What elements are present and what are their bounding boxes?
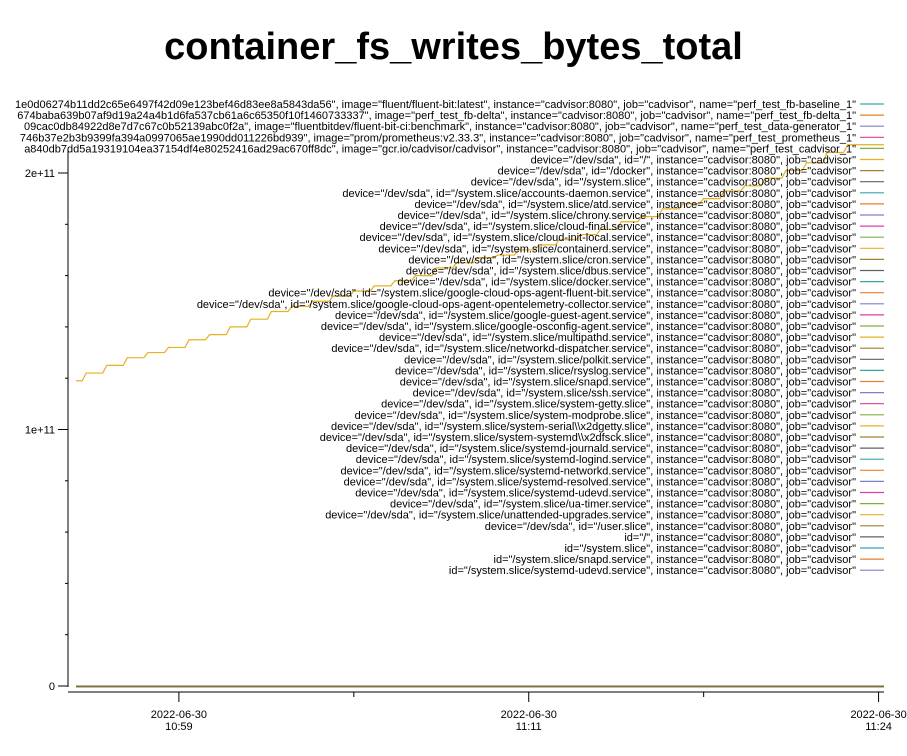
legend-label: device="/dev/sda", id="/system.slice/net…	[331, 343, 856, 355]
y-tick-label: 2e+11	[25, 168, 55, 180]
legend-item: device="/dev/sda", id="/system.slice", i…	[471, 177, 884, 189]
legend-label: device="/dev/sda", id="/system.slice/una…	[325, 510, 856, 522]
legend-label: a840db7dd5a19319104ea37154df4e80252416ad…	[24, 143, 856, 155]
legend-item: device="/dev/sda", id="/system.slice/sna…	[400, 377, 884, 389]
legend-label: device="/dev/sda", id="/system.slice/goo…	[197, 299, 856, 311]
legend-item: device="/dev/sda", id="/system.slice/mul…	[379, 332, 884, 344]
legend-label: device="/dev/sda", id="/system.slice/goo…	[321, 321, 856, 333]
legend-item: device="/dev/sda", id="/", instance="cad…	[531, 155, 884, 167]
legend-item: device="/dev/sda", id="/system.slice/clo…	[359, 232, 884, 244]
legend-label: id="/", instance="cadvisor:8080", job="c…	[624, 532, 856, 544]
legend-item: device="/dev/sda", id="/system.slice/ssh…	[413, 388, 884, 400]
legend-label: device="/dev/sda", id="/system.slice/dbu…	[406, 266, 856, 278]
legend-label: device="/dev/sda", id="/system.slice", i…	[471, 177, 856, 189]
legend-item: device="/dev/sda", id="/system.slice/con…	[378, 243, 884, 255]
legend-item: device="/dev/sda", id="/system.slice/ua-…	[390, 499, 884, 511]
legend-label: id="/system.slice/systemd-udevd.service"…	[449, 565, 856, 577]
legend-label: device="/dev/sda", id="/user.slice", ins…	[485, 521, 856, 533]
y-tick-label: 1e+11	[25, 425, 55, 437]
legend-label: 09cac0db84922d8e7d7c67c0b52139abc0f2a", …	[24, 121, 856, 133]
legend-label: device="/dev/sda", id="/system.slice/clo…	[380, 221, 856, 233]
legend-item: device="/dev/sda", id="/system.slice/chr…	[398, 210, 884, 222]
legend-item: device="/dev/sda", id="/system.slice/sys…	[320, 432, 884, 444]
legend-item: device="/dev/sda", id="/docker", instanc…	[498, 166, 884, 178]
legend-item: 1e0d06274b11dd2c65e6497f42d09e123bef46d8…	[15, 99, 884, 111]
legend-label: device="/dev/sda", id="/system.slice/rsy…	[395, 365, 856, 377]
legend-label: device="/dev/sda", id="/system.slice/chr…	[398, 210, 857, 222]
legend-label: device="/dev/sda", id="/system.slice/clo…	[359, 232, 856, 244]
legend-label: device="/dev/sda", id="/", instance="cad…	[531, 155, 856, 167]
y-tick-label: 0	[49, 681, 55, 693]
x-tick-label: 2022-06-30 11:24	[850, 709, 906, 733]
legend-item: device="/dev/sda", id="/system.slice/acc…	[342, 188, 884, 200]
legend-item: id="/", instance="cadvisor:8080", job="c…	[624, 532, 884, 544]
legend-label: device="/dev/sda", id="/system.slice/sys…	[344, 476, 857, 488]
legend-item: device="/dev/sda", id="/system.slice/doc…	[397, 277, 884, 289]
legend-item: id="/system.slice/snapd.service", instan…	[494, 554, 884, 566]
legend-item: device="/dev/sda", id="/system.slice/rsy…	[395, 365, 884, 377]
legend-label: device="/dev/sda", id="/system.slice/sys…	[331, 421, 856, 433]
legend-item: id="/system.slice", instance="cadvisor:8…	[564, 543, 884, 555]
legend-item: device="/dev/sda", id="/user.slice", ins…	[485, 521, 884, 533]
legend-item: device="/dev/sda", id="/system.slice/goo…	[197, 299, 884, 311]
legend-label: device="/dev/sda", id="/system.slice/pol…	[404, 354, 856, 366]
legend-label: device="/dev/sda", id="/system.slice/goo…	[335, 310, 856, 322]
legend-label: device="/dev/sda", id="/system.slice/mul…	[379, 332, 856, 344]
legend-label: id="/system.slice/snapd.service", instan…	[494, 554, 857, 566]
chart-title: container_fs_writes_bytes_total	[164, 26, 743, 68]
legend-item: device="/dev/sda", id="/system.slice/sys…	[331, 421, 884, 433]
series-line	[76, 144, 884, 382]
legend-label: device="/dev/sda", id="/system.slice/con…	[378, 243, 856, 255]
legend-item: device="/dev/sda", id="/system.slice/una…	[325, 510, 884, 522]
legend-label: device="/dev/sda", id="/system.slice/doc…	[397, 277, 856, 289]
legend-item: device="/dev/sda", id="/system.slice/sys…	[355, 488, 884, 500]
legend-item: 746b37e2b3b9399fa394a0997065ae1990dd0112…	[20, 132, 884, 144]
legend-item: 09cac0db84922d8e7d7c67c0b52139abc0f2a", …	[24, 121, 884, 133]
legend-item: device="/dev/sda", id="/system.slice/cro…	[408, 254, 884, 266]
legend-item: a840db7dd5a19319104ea37154df4e80252416ad…	[24, 143, 884, 155]
legend-label: 674baba639b07af9d19a24a4b1d6fa537cb61a6c…	[17, 110, 856, 122]
legend-item: device="/dev/sda", id="/system.slice/goo…	[268, 288, 884, 300]
legend-item: 674baba639b07af9d19a24a4b1d6fa537cb61a6c…	[17, 110, 884, 122]
legend-item: device="/dev/sda", id="/system.slice/sys…	[381, 399, 884, 411]
legend-item: device="/dev/sda", id="/system.slice/pol…	[404, 354, 884, 366]
legend-item: device="/dev/sda", id="/system.slice/sys…	[341, 465, 884, 477]
legend-item: device="/dev/sda", id="/system.slice/goo…	[321, 321, 884, 333]
legend-label: device="/dev/sda", id="/system.slice/sys…	[341, 465, 857, 477]
legend-label: device="/dev/sda", id="/system.slice/sna…	[400, 377, 856, 389]
legend-label: id="/system.slice", instance="cadvisor:8…	[564, 543, 856, 555]
legend-item: device="/dev/sda", id="/system.slice/sys…	[346, 443, 884, 455]
legend-label: device="/dev/sda", id="/system.slice/sys…	[355, 410, 857, 422]
legend-label: device="/dev/sda", id="/system.slice/goo…	[268, 288, 856, 300]
legend-item: device="/dev/sda", id="/system.slice/sys…	[355, 410, 884, 422]
legend-item: device="/dev/sda", id="/system.slice/sys…	[356, 454, 884, 466]
legend-label: device="/dev/sda", id="/system.slice/sys…	[355, 488, 856, 500]
legend-label: device="/dev/sda", id="/system.slice/atd…	[414, 199, 856, 211]
legend-label: device="/dev/sda", id="/system.slice/cro…	[408, 254, 856, 266]
legend-label: device="/dev/sda", id="/system.slice/sys…	[381, 399, 856, 411]
x-tick-label: 2022-06-30 11:11	[501, 709, 557, 733]
x-tick-label: 2022-06-30 10:59	[151, 709, 207, 733]
legend-label: 1e0d06274b11dd2c65e6497f42d09e123bef46d8…	[15, 99, 856, 111]
legend-item: device="/dev/sda", id="/system.slice/sys…	[344, 476, 884, 488]
legend-item: id="/system.slice/systemd-udevd.service"…	[449, 565, 884, 577]
legend-label: device="/dev/sda", id="/docker", instanc…	[498, 166, 856, 178]
legend-item: device="/dev/sda", id="/system.slice/net…	[331, 343, 884, 355]
legend-label: 746b37e2b3b9399fa394a0997065ae1990dd0112…	[20, 132, 856, 144]
legend-label: device="/dev/sda", id="/system.slice/ua-…	[390, 499, 856, 511]
legend-label: device="/dev/sda", id="/system.slice/ssh…	[413, 388, 856, 400]
legend-item: device="/dev/sda", id="/system.slice/atd…	[414, 199, 884, 211]
legend-label: device="/dev/sda", id="/system.slice/sys…	[320, 432, 856, 444]
legend-label: device="/dev/sda", id="/system.slice/sys…	[346, 443, 856, 455]
legend-label: device="/dev/sda", id="/system.slice/acc…	[342, 188, 856, 200]
legend-item: device="/dev/sda", id="/system.slice/clo…	[380, 221, 884, 233]
legend-item: device="/dev/sda", id="/system.slice/goo…	[335, 310, 884, 322]
legend-label: device="/dev/sda", id="/system.slice/sys…	[356, 454, 856, 466]
legend-item: device="/dev/sda", id="/system.slice/dbu…	[406, 266, 884, 278]
